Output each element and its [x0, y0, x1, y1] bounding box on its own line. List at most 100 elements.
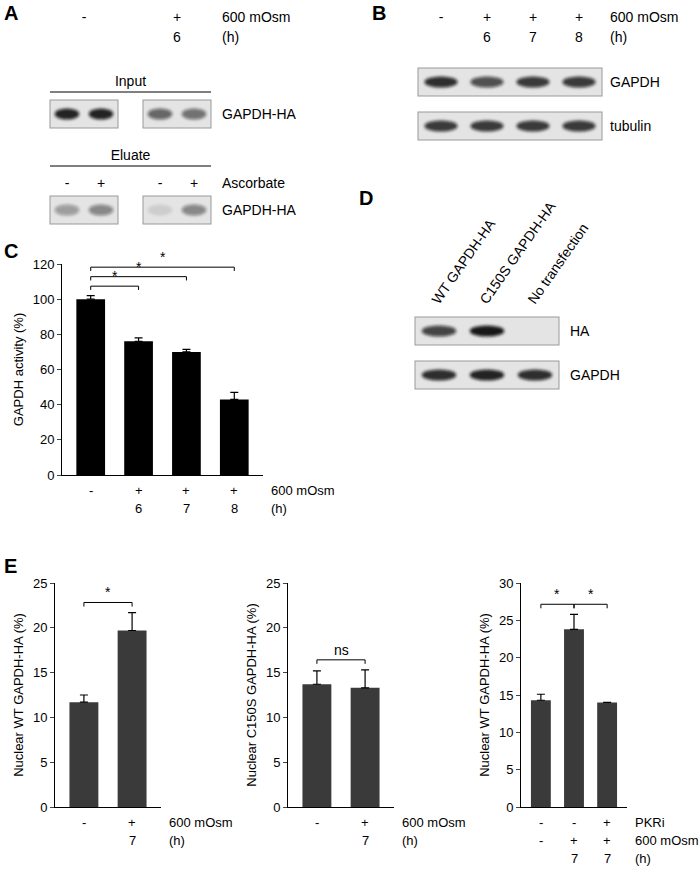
- svg-text:600 mOsm: 600 mOsm: [271, 483, 335, 498]
- svg-text:10: 10: [266, 710, 280, 725]
- svg-text:-: -: [158, 175, 163, 191]
- svg-text:30: 30: [499, 576, 513, 591]
- svg-text:B: B: [372, 2, 386, 24]
- svg-text:*: *: [136, 259, 142, 275]
- svg-text:-: -: [89, 483, 93, 498]
- svg-text:*: *: [160, 249, 166, 265]
- svg-text:GAPDH-HA: GAPDH-HA: [222, 202, 297, 218]
- svg-text:5: 5: [506, 762, 513, 777]
- svg-text:-: -: [439, 9, 444, 25]
- svg-text:25: 25: [33, 576, 47, 591]
- svg-text:+: +: [575, 9, 583, 25]
- svg-text:tubulin: tubulin: [610, 118, 651, 134]
- svg-text:C150S GAPDH-HA: C150S GAPDH-HA: [476, 198, 559, 307]
- svg-text:7: 7: [362, 833, 369, 848]
- svg-text:+: +: [190, 175, 198, 191]
- svg-text:Eluate: Eluate: [111, 147, 151, 163]
- svg-text:(h): (h): [635, 851, 651, 866]
- svg-text:-: -: [82, 815, 86, 830]
- svg-text:*: *: [112, 268, 118, 284]
- svg-text:Nuclear WT GAPDH-HA (%): Nuclear WT GAPDH-HA (%): [11, 613, 26, 777]
- svg-text:+: +: [361, 815, 369, 830]
- svg-text:20: 20: [266, 620, 280, 635]
- svg-text:15: 15: [499, 688, 513, 703]
- svg-text:-: -: [315, 815, 319, 830]
- svg-text:GAPDH: GAPDH: [570, 367, 620, 383]
- svg-text:D: D: [359, 187, 373, 209]
- svg-text:(h): (h): [222, 29, 239, 45]
- svg-text:HA: HA: [570, 323, 590, 339]
- svg-text:No transfection: No transfection: [524, 220, 591, 306]
- svg-text:40: 40: [40, 397, 54, 412]
- svg-text:7: 7: [571, 851, 578, 866]
- svg-text:25: 25: [266, 576, 280, 591]
- svg-text:GAPDH: GAPDH: [610, 74, 660, 90]
- svg-text:Input: Input: [115, 73, 146, 89]
- svg-text:20: 20: [33, 620, 47, 635]
- svg-text:*: *: [105, 584, 111, 600]
- svg-text:20: 20: [499, 650, 513, 665]
- svg-text:GAPDH-HA: GAPDH-HA: [222, 106, 297, 122]
- svg-text:Nuclear C150S GAPDH-HA (%): Nuclear C150S GAPDH-HA (%): [244, 603, 259, 787]
- svg-text:600 mOsm: 600 mOsm: [169, 815, 233, 830]
- svg-text:20: 20: [40, 432, 54, 447]
- svg-text:6: 6: [173, 29, 181, 45]
- svg-text:ns: ns: [334, 642, 349, 658]
- svg-text:6: 6: [483, 29, 491, 45]
- svg-text:+: +: [128, 815, 136, 830]
- svg-text:6: 6: [135, 501, 142, 516]
- svg-text:+: +: [173, 9, 181, 25]
- svg-text:600 mOsm: 600 mOsm: [635, 833, 699, 848]
- svg-text:15: 15: [266, 665, 280, 680]
- svg-text:*: *: [554, 586, 560, 602]
- svg-text:(h): (h): [610, 29, 627, 45]
- svg-text:-: -: [539, 833, 543, 848]
- svg-text:+: +: [230, 483, 238, 498]
- svg-text:-: -: [65, 175, 70, 191]
- svg-text:Nuclear WT GAPDH-HA (%): Nuclear WT GAPDH-HA (%): [477, 613, 492, 777]
- svg-text:(h): (h): [402, 833, 418, 848]
- svg-text:(h): (h): [271, 501, 287, 516]
- svg-text:-: -: [539, 815, 543, 830]
- svg-text:0: 0: [40, 800, 47, 815]
- svg-text:(h): (h): [169, 833, 185, 848]
- svg-text:A: A: [4, 2, 18, 24]
- svg-text:+: +: [97, 175, 105, 191]
- svg-text:120: 120: [33, 257, 55, 272]
- svg-text:WT GAPDH-HA: WT GAPDH-HA: [428, 216, 499, 307]
- svg-text:+: +: [603, 815, 611, 830]
- svg-text:7: 7: [529, 29, 537, 45]
- svg-text:PKRi: PKRi: [635, 815, 665, 830]
- svg-text:+: +: [135, 483, 143, 498]
- svg-text:0: 0: [47, 468, 54, 483]
- svg-text:+: +: [182, 483, 190, 498]
- svg-text:25: 25: [499, 613, 513, 628]
- svg-text:10: 10: [33, 710, 47, 725]
- svg-text:5: 5: [40, 755, 47, 770]
- svg-text:*: *: [588, 586, 594, 602]
- svg-text:10: 10: [499, 725, 513, 740]
- svg-text:600 mOsm: 600 mOsm: [222, 9, 290, 25]
- svg-text:7: 7: [604, 851, 611, 866]
- svg-text:GAPDH activity (%): GAPDH activity (%): [11, 313, 26, 426]
- svg-text:+: +: [483, 9, 491, 25]
- svg-text:-: -: [82, 9, 87, 25]
- svg-text:7: 7: [183, 501, 190, 516]
- svg-text:0: 0: [506, 800, 513, 815]
- svg-text:5: 5: [273, 755, 280, 770]
- svg-text:8: 8: [231, 501, 238, 516]
- svg-text:0: 0: [273, 800, 280, 815]
- svg-text:600 mOsm: 600 mOsm: [402, 815, 466, 830]
- svg-text:+: +: [529, 9, 537, 25]
- svg-text:8: 8: [575, 29, 583, 45]
- svg-text:-: -: [572, 815, 576, 830]
- svg-text:+: +: [570, 833, 578, 848]
- svg-text:100: 100: [33, 292, 55, 307]
- svg-text:600 mOsm: 600 mOsm: [610, 9, 678, 25]
- svg-text:80: 80: [40, 327, 54, 342]
- svg-text:7: 7: [129, 833, 136, 848]
- svg-text:Ascorbate: Ascorbate: [222, 175, 285, 191]
- svg-text:60: 60: [40, 362, 54, 377]
- svg-text:+: +: [603, 833, 611, 848]
- svg-text:15: 15: [33, 665, 47, 680]
